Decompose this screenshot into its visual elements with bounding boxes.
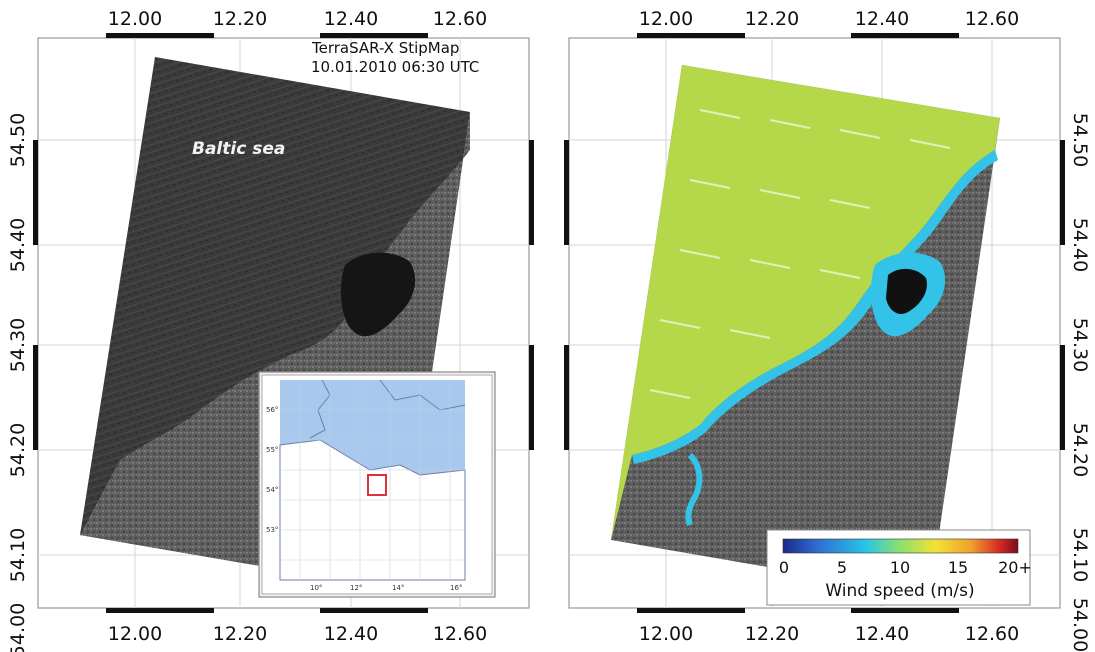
inset-lat-label: 53° <box>266 526 278 534</box>
sea-label: Baltic sea <box>192 139 285 159</box>
right-map-lat-ticks: 54.50 54.40 54.30 54.20 54.10 54.00 <box>1069 113 1091 652</box>
tick-label: 12.00 <box>639 8 693 30</box>
tick-label: 54.40 <box>1069 218 1091 272</box>
tick-label: 54.10 <box>1069 528 1091 582</box>
tick-label: 12.20 <box>745 8 799 30</box>
sar-lagoon <box>340 252 416 337</box>
tick-label: 12.60 <box>965 623 1019 645</box>
tick-label: 12.40 <box>324 623 378 645</box>
colorbar-tick: 15 <box>948 558 968 577</box>
tick-label: 12.60 <box>965 8 1019 30</box>
inset-lat-label: 54° <box>266 486 278 494</box>
tick-label: 12.00 <box>108 623 162 645</box>
tick-label: 12.40 <box>324 8 378 30</box>
tick-label: 12.20 <box>213 623 267 645</box>
inset-lon-label: 14° <box>392 584 404 592</box>
coastal-water <box>632 150 998 464</box>
tick-label: 54.10 <box>7 528 29 582</box>
tick-label: 12.20 <box>745 623 799 645</box>
sar-title-line2: 10.01.2010 06:30 UTC <box>311 58 479 76</box>
inset-lat-label: 56° <box>266 406 278 414</box>
left-map-panel: Baltic sea TerraSAR-X StipMap 10.01.2010… <box>7 8 534 652</box>
colorbar-tick: 5 <box>837 558 847 577</box>
colorbar-tick: 10 <box>890 558 910 577</box>
tick-label: 12.20 <box>213 8 267 30</box>
tick-label: 54.20 <box>7 423 29 477</box>
tick-label: 12.00 <box>108 8 162 30</box>
colorbar-tick: 0 <box>779 558 789 577</box>
inset-study-area-box <box>367 474 387 496</box>
tick-label: 12.40 <box>855 8 909 30</box>
colorbar-title: Wind speed (m/s) <box>825 581 974 601</box>
right-map-top-ticks: 12.00 12.20 12.40 12.60 <box>639 8 1019 30</box>
right-map-panel: 0 5 10 15 20+ Wind speed (m/s) 12.00 12.… <box>564 8 1091 652</box>
tick-label: 54.20 <box>1069 423 1091 477</box>
right-map-border-bars <box>564 33 1065 613</box>
tick-label: 54.50 <box>7 113 29 167</box>
wind-arrows <box>649 109 951 399</box>
colorbar-gradient <box>782 538 1019 554</box>
tick-label: 54.00 <box>1069 598 1091 652</box>
tick-label: 54.30 <box>7 318 29 372</box>
inset-lon-label: 10° <box>310 584 322 592</box>
tick-label: 12.40 <box>855 623 909 645</box>
left-map-border-bars <box>33 33 534 613</box>
inset-lon-label: 12° <box>350 584 362 592</box>
sar-title-line1: TerraSAR-X StipMap <box>311 39 459 57</box>
left-map-lat-ticks: 54.50 54.40 54.30 54.20 54.10 54.00 <box>7 113 29 652</box>
tick-label: 12.00 <box>639 623 693 645</box>
tick-label: 54.00 <box>7 603 29 652</box>
tick-label: 54.30 <box>1069 318 1091 372</box>
inset-lat-label: 55° <box>266 446 278 454</box>
left-map-top-ticks: 12.00 12.20 12.40 12.60 <box>108 8 487 30</box>
left-map-bottom-ticks: 12.00 12.20 12.40 12.60 <box>108 623 487 645</box>
colorbar-tick: 20+ <box>998 558 1032 577</box>
tick-label: 12.60 <box>433 623 487 645</box>
inset-locator-map: 56° 55° 54° 53° 10° 12° 14° 16° <box>258 371 496 598</box>
tick-label: 12.60 <box>433 8 487 30</box>
inset-lon-label: 16° <box>450 584 462 592</box>
tick-label: 54.40 <box>7 218 29 272</box>
tick-label: 54.50 <box>1069 113 1091 167</box>
right-map-bottom-ticks: 12.00 12.20 12.40 12.60 <box>639 623 1019 645</box>
colorbar-legend: 0 5 10 15 20+ Wind speed (m/s) <box>766 529 1032 606</box>
